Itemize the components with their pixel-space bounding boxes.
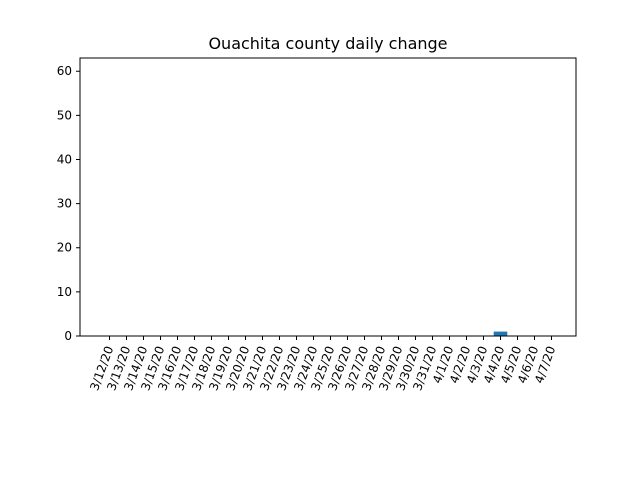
chart-title: Ouachita county daily change xyxy=(208,34,447,53)
y-tick-label: 30 xyxy=(57,197,72,211)
y-axis: 0 10 20 30 40 50 60 xyxy=(57,64,80,343)
bars xyxy=(493,331,508,336)
x-axis: 3/12/203/13/203/14/203/15/203/16/203/17/… xyxy=(87,336,558,393)
y-tick-label: 0 xyxy=(64,329,72,343)
bar xyxy=(493,331,508,336)
y-tick-label: 10 xyxy=(57,285,72,299)
y-tick-label: 60 xyxy=(57,64,72,78)
y-tick-label: 40 xyxy=(57,152,72,166)
y-tick-label: 20 xyxy=(57,241,72,255)
y-tick-label: 50 xyxy=(57,108,72,122)
plot-frame xyxy=(79,57,577,337)
